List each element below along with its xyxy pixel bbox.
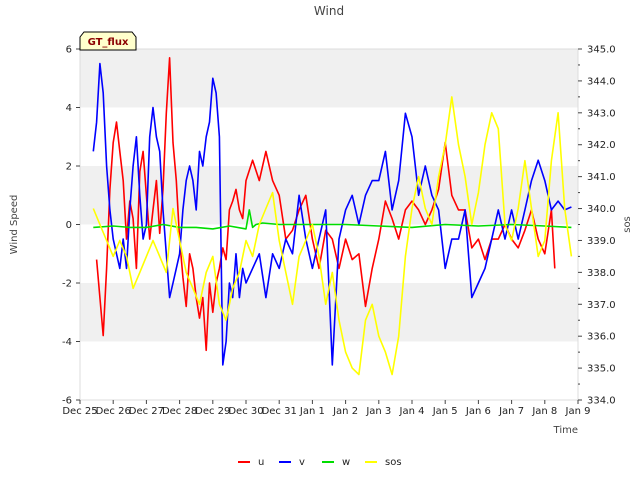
y2-tick-label: 334.0 [587,396,616,407]
y2-tick-label: 338.0 [587,268,616,279]
y-tick-label: -6 [62,396,72,407]
x-tick-label: Jan 2 [332,406,358,417]
y-tick-label: 0 [66,220,72,231]
x-tick-label: Dec 28 [162,406,197,417]
y2-tick-label: 339.0 [587,236,616,247]
grid-band [80,49,578,108]
y2-tick-label: 342.0 [587,140,616,151]
y2-axis-ticks: 334.0 335.0 336.0 337.0 338.0 339.0 340.0 341.0… [578,45,616,407]
series-line-w [93,209,572,230]
y-tick-label: 2 [66,162,72,173]
series-line-sos [92,96,573,376]
x-tick-label: Dec 30 [228,406,263,417]
x-tick-label: Jan 4 [399,406,425,417]
legend: u v w sos [238,457,402,468]
y-tick-label: 4 [66,103,72,114]
x-tick-label: Jan 5 [432,406,458,417]
y-axis-label: Wind Speed [9,195,20,255]
y-tick-label: -4 [62,337,72,348]
y-axis-ticks: -6 -4 -2 0 2 4 6 [62,45,80,407]
y-tick-label: 6 [66,45,72,56]
legend-label-v: v [299,457,305,468]
y2-tick-label: 345.0 [587,45,616,56]
x-tick-label: Jan 1 [299,406,325,417]
y2-tick-label: 335.0 [587,364,616,375]
badge-label: GT_flux [88,37,129,48]
y2-tick-label: 343.0 [587,108,616,119]
legend-label-u: u [258,457,264,468]
x-tick-label: Dec 27 [129,406,164,417]
badge-shape [79,31,137,51]
y2-tick-label: 344.0 [587,76,616,87]
x-tick-label: Jan 8 [531,406,557,417]
x-tick-label: Dec 25 [62,406,97,417]
legend-label-w: w [342,457,350,468]
x-tick-label: Dec 26 [96,406,131,417]
y2-tick-label: 336.0 [587,332,616,343]
legend-label-sos: sos [385,457,402,468]
y2-tick-label: 337.0 [587,300,616,311]
x-tick-label: Dec 29 [195,406,230,417]
x-tick-label: Jan 7 [498,406,524,417]
y2-tick-label: 340.0 [587,204,616,215]
x-tick-label: Dec 31 [262,406,297,417]
x-tick-label: Jan 9 [565,406,591,417]
x-tick-label: Jan 3 [365,406,391,417]
series-layer [92,56,573,376]
gt-flux-badge: GT_flux [79,31,137,51]
chart-title: Wind [314,4,344,18]
x-axis-label: Time [553,425,578,436]
y2-tick-label: 341.0 [587,172,616,183]
x-tick-label: Jan 6 [465,406,491,417]
y-tick-label: -2 [62,279,72,290]
y2-axis-label: sos [622,216,633,233]
